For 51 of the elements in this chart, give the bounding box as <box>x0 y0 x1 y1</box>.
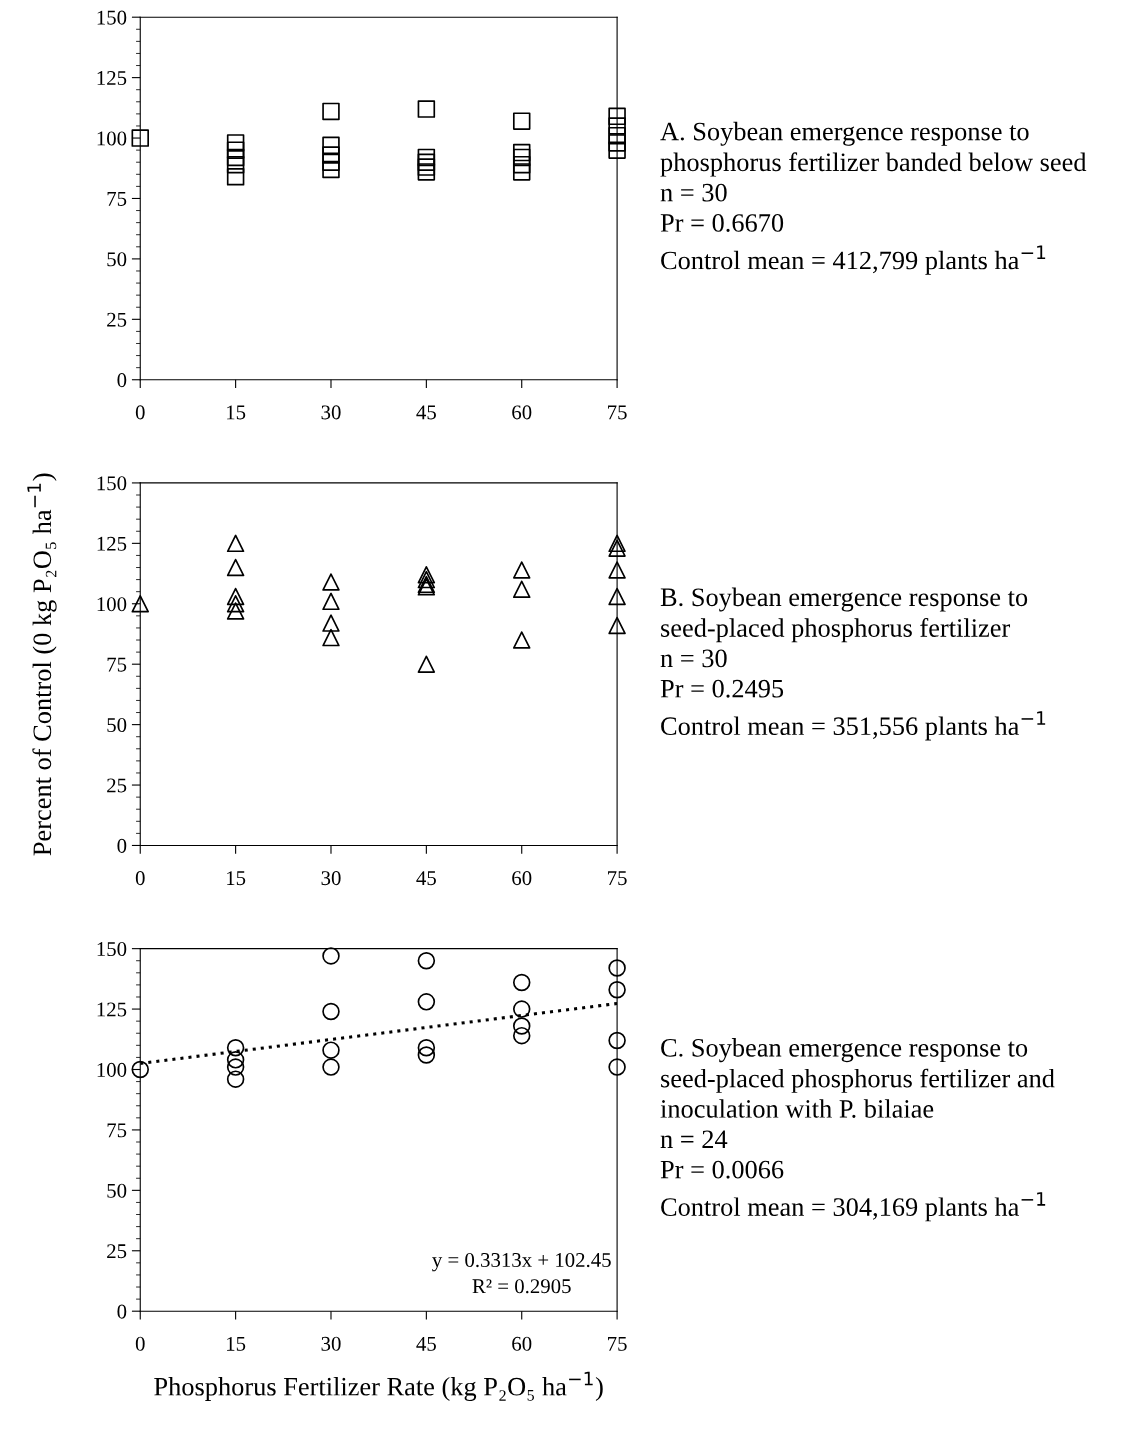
text: Control mean = 351,556 plants ha$^{−1}$ <box>661 711 1046 741</box>
x-tick-label: 75 <box>608 871 627 886</box>
text: y = 0.3313x + 102.45 R² = 0.2905 <box>432 1252 611 1294</box>
text: Pr = 0.2495 <box>660 679 784 698</box>
x-tick-label: 15 <box>227 871 246 886</box>
text: n = 24 <box>660 1130 728 1148</box>
x-axis-title: Phosphorus Fertilizer Rate (kg P₂O₅ ha$^{−1}$) <box>154 1371 603 1402</box>
text: Control mean = 412,799 plants ha$^{−1}$ <box>661 245 1046 275</box>
y-tick-label: 100 <box>97 131 127 146</box>
y-axis-title: Percent of Control (0 kg P₂O₅ ha$^{−1}$) <box>27 473 57 856</box>
text: n = 30 <box>660 183 727 202</box>
y-tick-label: 25 <box>107 778 127 793</box>
y-tick-label: 125 <box>97 71 127 86</box>
x-tick-label: 75 <box>608 1337 627 1351</box>
y-tick-label: 75 <box>107 657 127 672</box>
y-tick-label: 100 <box>97 597 127 612</box>
y-tick-label: 150 <box>97 476 127 491</box>
y-tick-label: 0 <box>117 838 127 853</box>
x-tick-label: 75 <box>608 405 627 420</box>
x-tick-label: 60 <box>512 1336 532 1351</box>
y-tick-label: 0 <box>117 373 127 388</box>
text: Pr = 0.6670 <box>660 214 784 232</box>
text: Control mean = 304,169 plants ha$^{−1}$ <box>661 1192 1046 1222</box>
y-tick-label: 125 <box>97 536 127 551</box>
x-tick-label: 30 <box>321 1336 341 1351</box>
x-tick-label: 0 <box>135 405 145 420</box>
x-tick-label: 45 <box>416 871 436 886</box>
text: Pr = 0.0066 <box>660 1160 784 1179</box>
y-tick-label: 75 <box>107 1123 127 1138</box>
y-tick-label: 50 <box>107 717 127 733</box>
x-tick-label: 45 <box>416 405 436 420</box>
x-tick-label: 30 <box>321 405 341 420</box>
x-tick-label: 0 <box>135 1336 145 1351</box>
x-tick-label: 60 <box>512 405 532 420</box>
x-tick-label: 15 <box>227 1336 246 1351</box>
x-tick-label: 0 <box>135 871 145 886</box>
y-tick-label: 100 <box>97 1062 127 1077</box>
x-tick-label: 60 <box>512 871 532 886</box>
y-tick-label: 50 <box>107 252 127 267</box>
x-tick-label: 30 <box>321 871 341 886</box>
y-tick-label: 150 <box>97 10 127 25</box>
y-tick-label: 0 <box>117 1304 127 1319</box>
y-tick-label: 75 <box>107 192 127 206</box>
text: n = 30 <box>660 649 727 668</box>
y-tick-label: 50 <box>107 1183 127 1198</box>
y-tick-label: 25 <box>107 312 127 327</box>
x-tick-label: 45 <box>416 1336 436 1351</box>
y-tick-label: 150 <box>97 942 127 957</box>
y-tick-label: 125 <box>97 1002 127 1017</box>
y-tick-label: 25 <box>107 1244 127 1259</box>
x-tick-label: 15 <box>227 405 246 420</box>
